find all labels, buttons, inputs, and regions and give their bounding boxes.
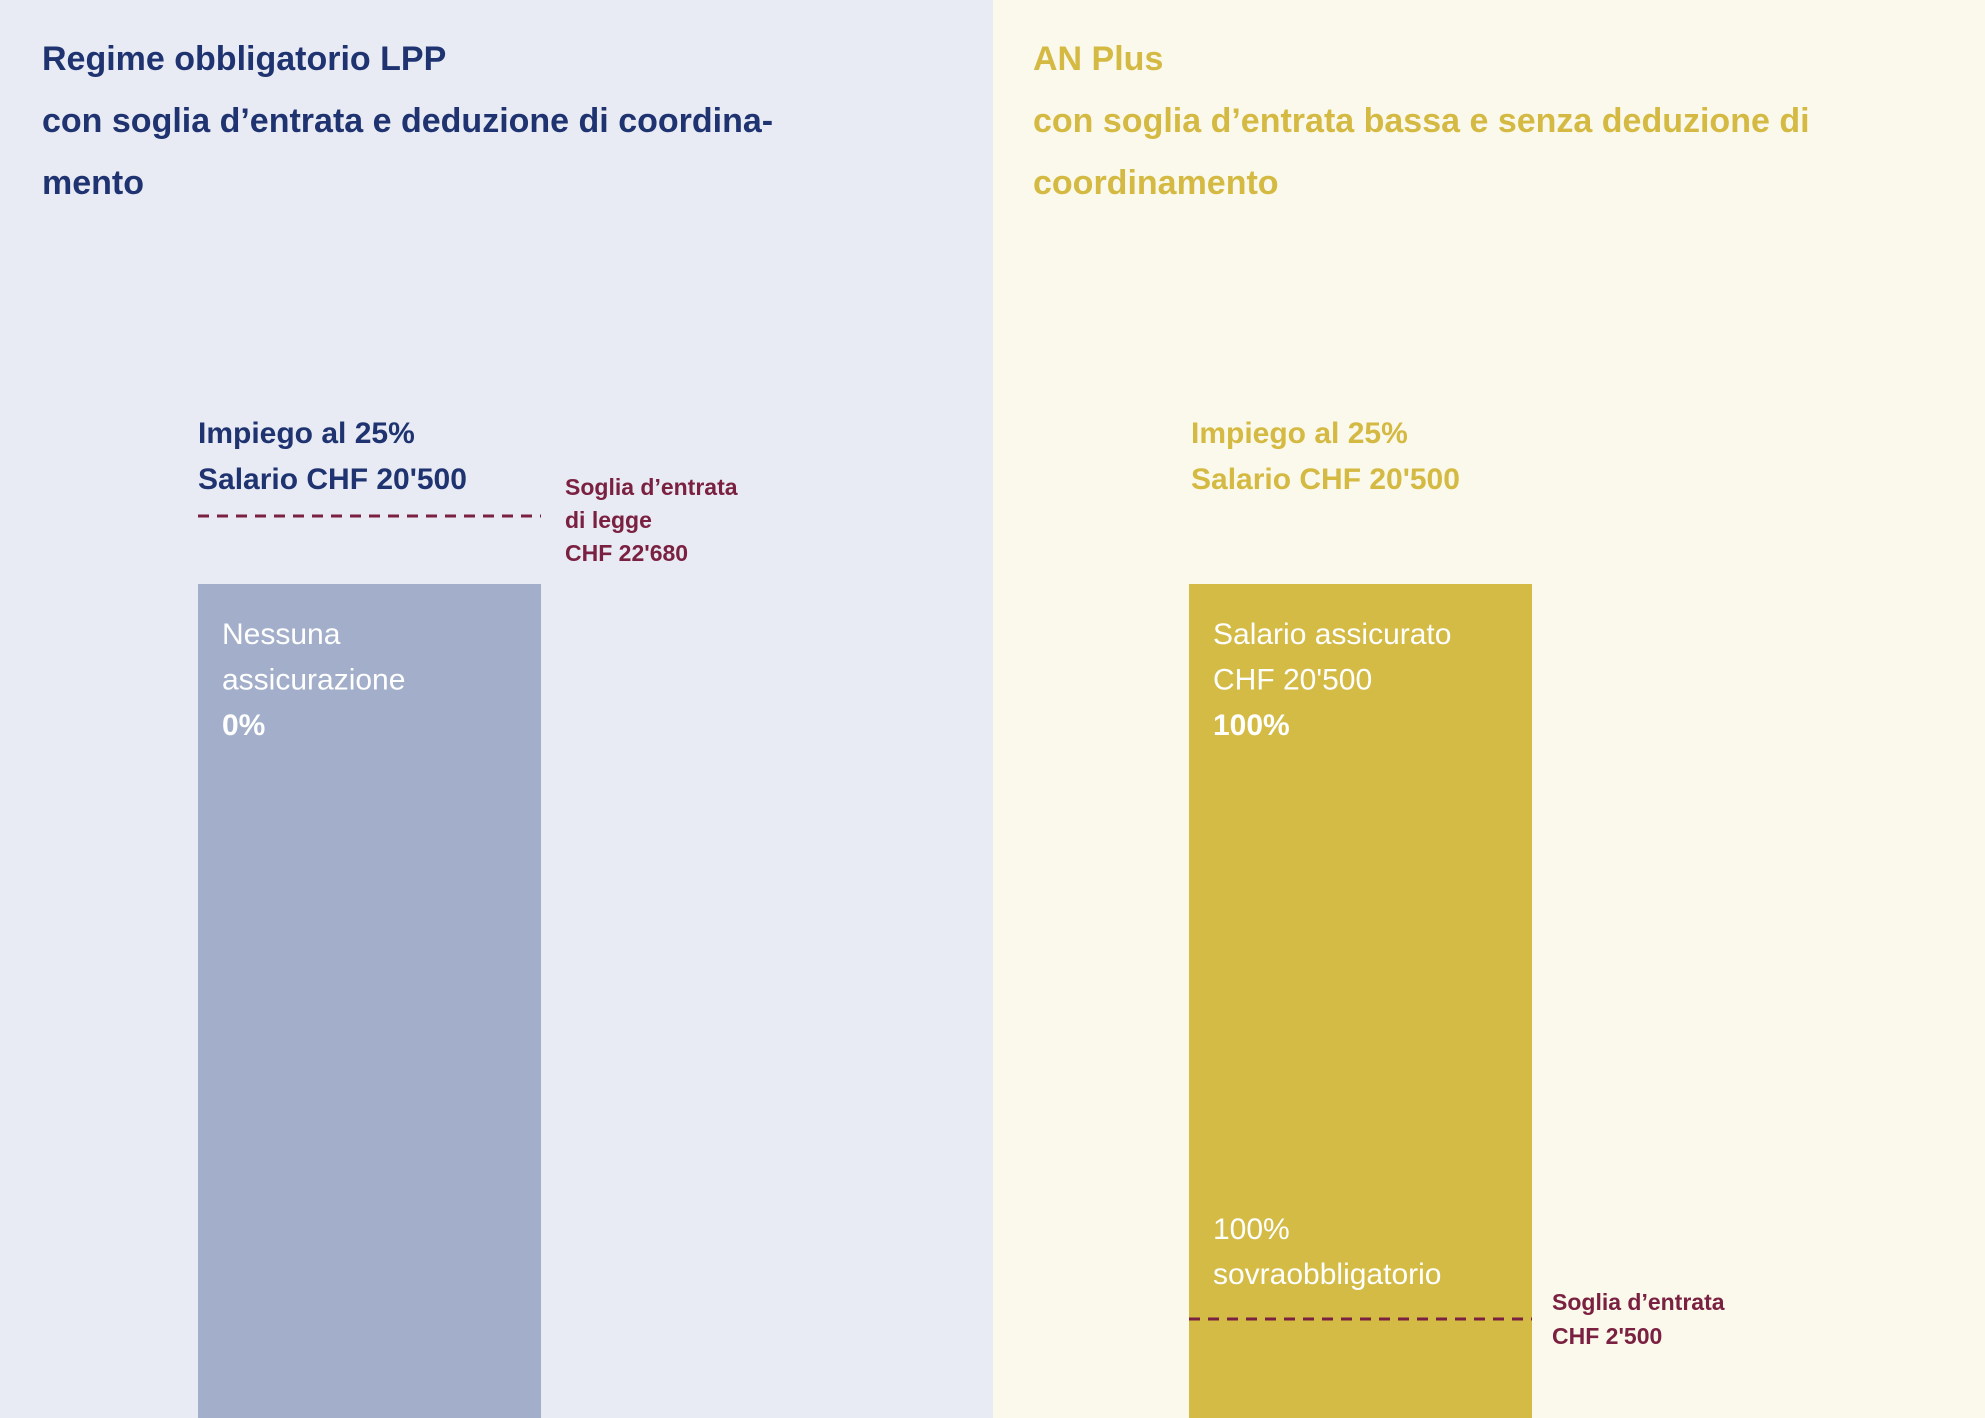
bar-bottom-text: 100% <box>1213 1213 1290 1246</box>
panel-title: coordinamento <box>1033 164 1279 202</box>
threshold-label: Soglia d’entrata <box>1552 1289 1725 1315</box>
employment-label: Impiego al 25% <box>1191 417 1408 450</box>
panel-title: con soglia d’entrata e deduzione di coor… <box>42 102 773 140</box>
panel-title: AN Plus <box>1033 40 1163 78</box>
right-bar <box>1189 584 1532 1418</box>
bar-text: 100% <box>1213 709 1290 742</box>
threshold-label: CHF 22'680 <box>565 540 688 566</box>
salary-label: Salario CHF 20'500 <box>1191 463 1460 496</box>
bar-text: assicurazione <box>222 663 405 696</box>
panel-title: Regime obbligatorio LPP <box>42 40 446 78</box>
salary-label: Salario CHF 20'500 <box>198 463 467 496</box>
panel-title: con soglia d’entrata bassa e senza deduz… <box>1033 102 1810 140</box>
threshold-label: di legge <box>565 507 652 533</box>
bar-text: Nessuna <box>222 618 341 651</box>
panel-title: mento <box>42 164 144 202</box>
employment-label: Impiego al 25% <box>198 417 415 450</box>
bar-text: Salario assicurato <box>1213 618 1451 651</box>
bar-text: CHF 20'500 <box>1213 663 1372 696</box>
bar-bottom-text: sovraobbligatorio <box>1213 1258 1441 1291</box>
threshold-label: CHF 2'500 <box>1552 1323 1662 1349</box>
threshold-label: Soglia d’entrata <box>565 474 738 500</box>
bar-text: 0% <box>222 709 265 742</box>
left-bar <box>198 584 541 1418</box>
